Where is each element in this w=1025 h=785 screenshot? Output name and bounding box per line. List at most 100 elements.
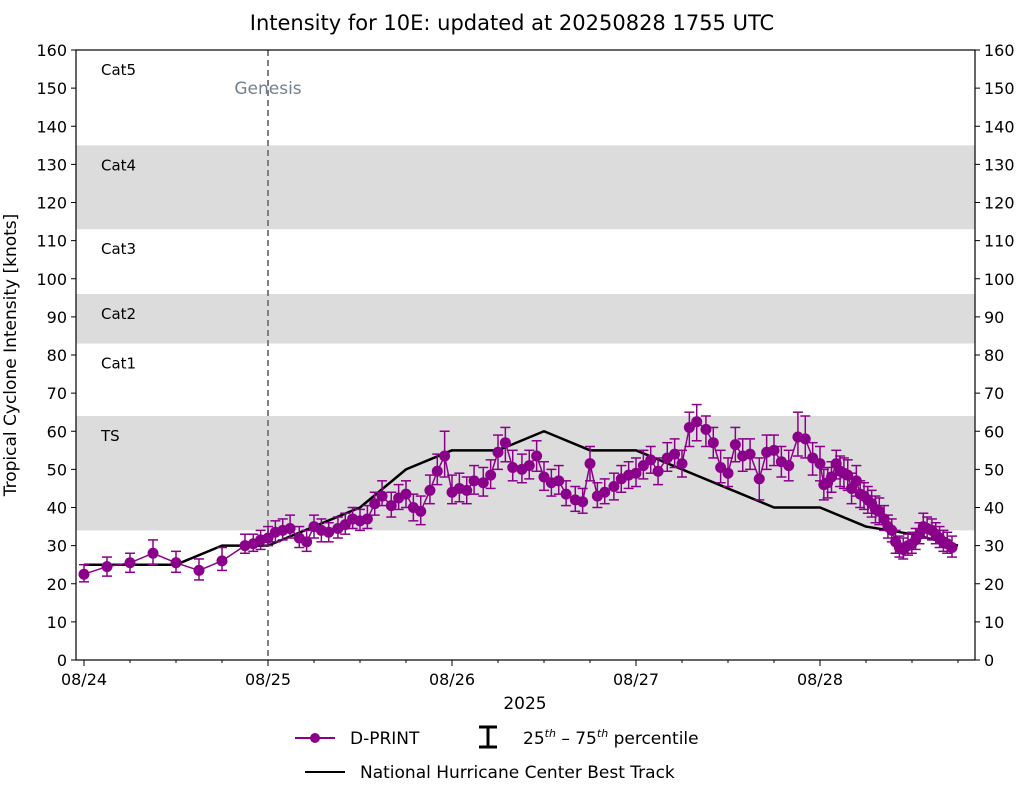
dprint-point	[170, 550, 182, 574]
band-cat4	[76, 145, 975, 230]
y-tick-label-right: 160	[984, 41, 1015, 60]
dprint-point	[323, 522, 335, 543]
dprint-point	[376, 480, 388, 507]
dprint-point	[737, 438, 749, 473]
dprint-point	[439, 430, 451, 478]
dprint-point	[124, 552, 136, 574]
dprint-point	[577, 487, 589, 514]
dprint-marker	[239, 540, 251, 552]
legend-item-percentile: 25th – 75th percentile	[479, 725, 699, 749]
dprint-marker	[477, 477, 489, 489]
dprint-marker	[468, 475, 480, 487]
y-tick-label-right: 150	[984, 79, 1015, 98]
dprint-point	[523, 449, 535, 480]
dprint-marker	[814, 458, 826, 470]
dprint-point	[400, 480, 412, 509]
legend-percentile-label: 25th – 75th percentile	[523, 727, 699, 749]
dprint-marker	[669, 448, 681, 460]
dprint-point	[284, 514, 296, 539]
y-tick-label-left: 60	[47, 422, 67, 441]
category-label-ts: TS	[100, 427, 120, 445]
x-axis-label: 2025	[503, 694, 546, 714]
dprint-marker	[361, 513, 373, 525]
dprint-point	[262, 525, 274, 547]
legend-item-best-track: National Hurricane Center Best Track	[305, 763, 675, 783]
dprint-point	[783, 449, 795, 482]
category-label-cat5: Cat5	[101, 61, 136, 79]
y-axis-right: 0 10 20 30 40 50 60 70 80 90 100 110 120 130 140 150 160	[975, 41, 1015, 670]
dprint-point	[591, 481, 603, 509]
dprint-marker	[507, 461, 519, 473]
dprint-marker	[124, 557, 136, 569]
y-tick-label-right: 100	[984, 270, 1015, 289]
dprint-point	[193, 558, 205, 581]
dprint-point	[101, 556, 113, 577]
legend-best-track-label: National Hurricane Center Best Track	[360, 763, 675, 783]
dprint-marker	[768, 444, 780, 456]
chart-title: Intensity for 10E: updated at 20250828 1…	[250, 11, 774, 35]
dprint-point	[599, 478, 611, 505]
dprint-point	[468, 464, 480, 495]
dprint-marker	[799, 433, 811, 445]
dprint-point	[814, 445, 826, 482]
y-tick-label-right: 30	[984, 537, 1004, 556]
dprint-point	[729, 426, 741, 463]
dprint-marker	[560, 488, 572, 500]
dprint-point	[516, 453, 528, 484]
dprint-marker	[461, 484, 473, 496]
errorbar-icon	[479, 725, 497, 749]
y-tick-label-right: 60	[984, 422, 1004, 441]
dprint-marker	[946, 542, 958, 554]
dprint-point	[753, 457, 765, 501]
y-tick-label-right: 80	[984, 346, 1004, 365]
x-tick-label: 08/24	[61, 670, 107, 689]
y-tick-label-right: 50	[984, 460, 1004, 479]
y-axis-label: Tropical Cyclone Intensity [knots]	[1, 214, 21, 498]
dprint-marker	[700, 423, 712, 435]
band-cat2	[76, 294, 975, 344]
dprint-marker	[707, 437, 719, 449]
dprint-marker	[577, 496, 589, 508]
dprint-point	[608, 472, 620, 501]
dprint-point	[301, 529, 313, 553]
best-track-line	[84, 430, 959, 566]
x-axis: 08/24 08/25 08/26 08/27 08/28	[61, 660, 959, 689]
dprint-marker	[78, 568, 90, 580]
dprint-marker	[385, 500, 397, 512]
dprint-marker	[284, 522, 296, 534]
y-tick-label-right: 20	[984, 575, 1004, 594]
dprint-point	[531, 440, 543, 473]
dprint-point	[361, 504, 373, 530]
dprint-point	[415, 495, 427, 526]
dprint-point	[507, 449, 519, 482]
x-tick-label: 08/25	[245, 670, 291, 689]
y-tick-label-left: 90	[47, 308, 67, 327]
dprint-point	[645, 445, 657, 474]
dprint-marker	[729, 439, 741, 451]
y-tick-label-left: 70	[47, 384, 67, 403]
legend-dprint-marker	[310, 733, 320, 743]
y-tick-label-right: 40	[984, 499, 1004, 518]
dprint-point	[477, 466, 489, 497]
dprint-point	[147, 539, 159, 566]
y-tick-label-right: 140	[984, 117, 1015, 136]
y-tick-label-right: 0	[984, 651, 994, 670]
y-tick-label-left: 50	[47, 460, 67, 479]
dprint-marker	[439, 450, 451, 462]
dprint-marker	[323, 526, 335, 538]
dprint-point	[700, 415, 712, 448]
dprint-point	[669, 438, 681, 469]
dprint-point	[239, 533, 251, 554]
category-label-cat3: Cat3	[101, 240, 136, 258]
dprint-marker	[783, 460, 795, 472]
dprint-point	[584, 445, 596, 482]
y-tick-label-right: 130	[984, 155, 1015, 174]
dprint-marker	[599, 486, 611, 498]
dprint-marker	[492, 446, 504, 458]
y-tick-label-left: 100	[36, 270, 67, 289]
dprint-point	[461, 476, 473, 505]
dprint-point	[722, 457, 734, 488]
category-label-cat4: Cat4	[101, 156, 136, 174]
dprint-point	[691, 403, 703, 442]
